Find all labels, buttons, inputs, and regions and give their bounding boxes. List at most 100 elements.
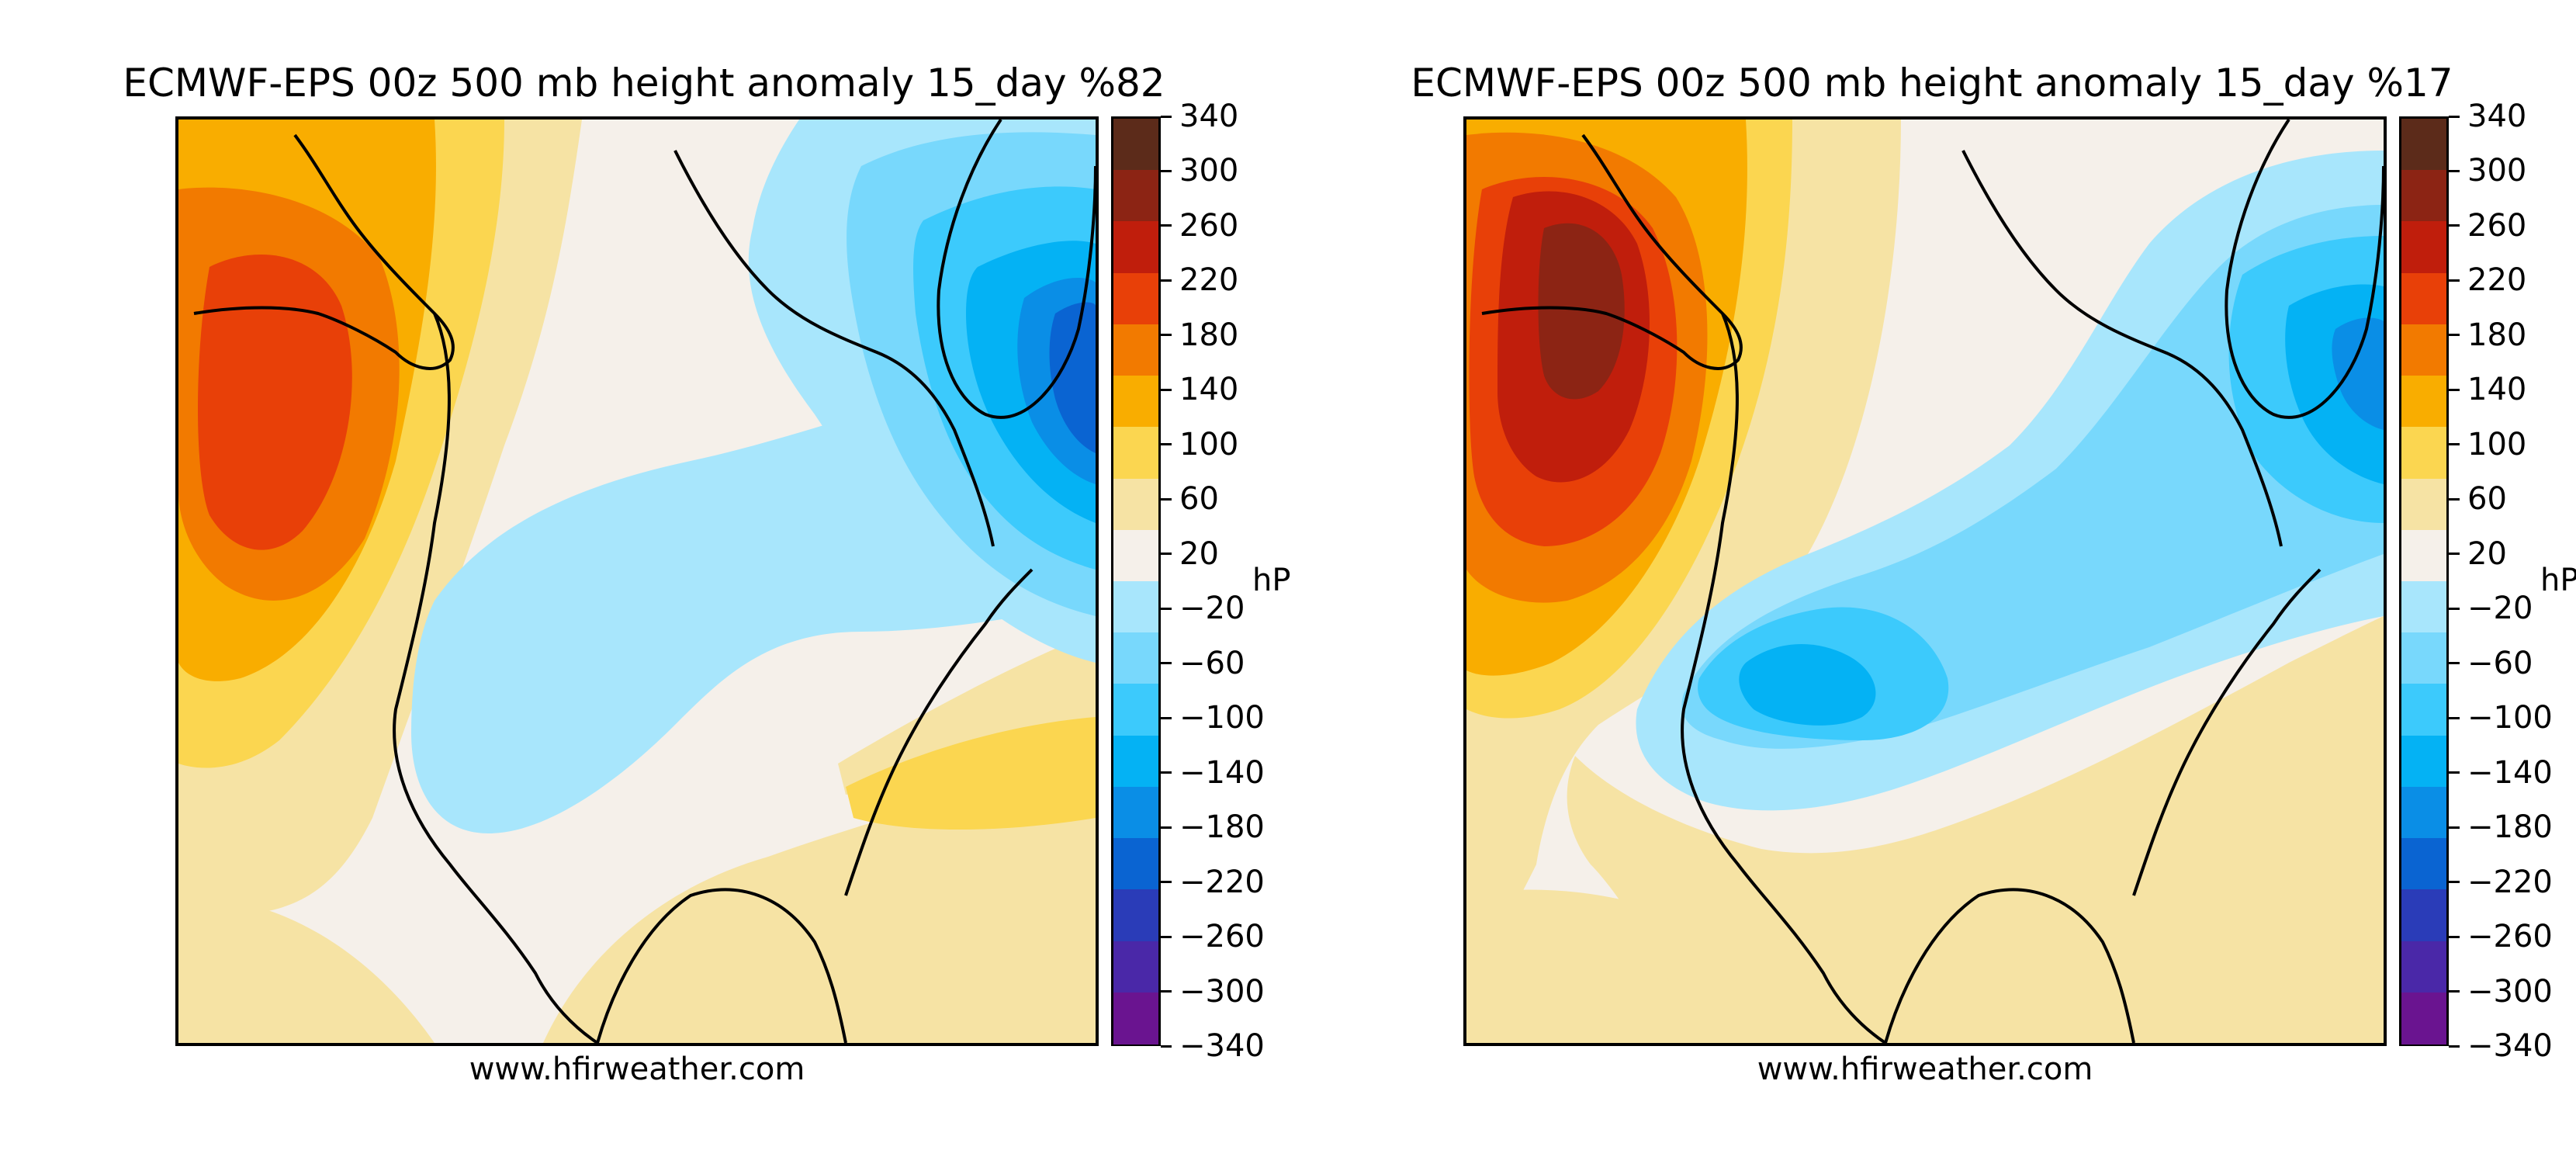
colorbar-tick-label: −220 bbox=[2467, 864, 2553, 900]
colorbar-segment bbox=[1113, 992, 1158, 1044]
colorbar-tick-label: −340 bbox=[2467, 1028, 2553, 1064]
anomaly-region-yellow-atlantic bbox=[846, 717, 1096, 830]
colorbar-segment bbox=[2401, 581, 2446, 634]
colorbar-tick bbox=[1161, 169, 1172, 172]
colorbar-tick bbox=[2449, 826, 2460, 829]
map-panel-right: ECMWF-EPS 00z 500 mb height anomaly 15_d… bbox=[1288, 0, 2576, 1164]
colorbar-segment bbox=[2401, 992, 2446, 1044]
colorbar-tick bbox=[2449, 443, 2460, 446]
colorbar-segment bbox=[1113, 427, 1158, 480]
colorbar-tick bbox=[1161, 881, 1172, 884]
colorbar-segment bbox=[1113, 272, 1158, 325]
credit-text: www.hfirweather.com bbox=[469, 1051, 805, 1087]
map-canvas bbox=[178, 120, 1096, 1043]
map-canvas bbox=[1466, 120, 2384, 1043]
colorbar-tick bbox=[2449, 115, 2460, 118]
coastlines bbox=[193, 120, 1096, 1043]
colorbar-segment bbox=[1113, 684, 1158, 736]
colorbar-segment bbox=[1113, 376, 1158, 428]
colorbar-segment bbox=[1113, 170, 1158, 223]
colorbar-tick bbox=[1161, 115, 1172, 118]
colorbar-tick-label: −60 bbox=[2467, 645, 2533, 681]
anomaly-region-dark-red-pacific bbox=[1538, 223, 1625, 400]
colorbar-segment bbox=[2401, 838, 2446, 891]
colorbar-tick-label: 100 bbox=[1179, 426, 1239, 462]
colorbar-segment bbox=[2401, 272, 2446, 325]
colorbar-unit: hP bbox=[2540, 563, 2576, 598]
colorbar-tick-label: −260 bbox=[1179, 919, 1265, 955]
colorbar-tick-label: 220 bbox=[2467, 262, 2527, 299]
colorbar-segment bbox=[2401, 941, 2446, 993]
colorbar-tick-label: −260 bbox=[2467, 919, 2553, 955]
colorbar-tick-label: −340 bbox=[1179, 1028, 1265, 1064]
colorbar-segment bbox=[1113, 838, 1158, 891]
colorbar-tick-label: 220 bbox=[1179, 262, 1239, 299]
colorbar-tick-label: 300 bbox=[1179, 153, 1239, 189]
colorbar-segment bbox=[2401, 529, 2446, 582]
colorbar-segment bbox=[1113, 889, 1158, 942]
colorbar-tick bbox=[1161, 279, 1172, 282]
colorbar-tick bbox=[2449, 662, 2460, 665]
colorbar-tick-label: −20 bbox=[1179, 591, 1245, 627]
colorbar-tick bbox=[1161, 662, 1172, 665]
colorbar-tick bbox=[2449, 935, 2460, 938]
colorbar-segment bbox=[1113, 221, 1158, 274]
colorbar-tick-label: 180 bbox=[2467, 317, 2527, 353]
anomaly-region-red-orange-pacific bbox=[198, 255, 352, 550]
colorbar bbox=[2399, 116, 2449, 1046]
colorbar-segment bbox=[2401, 786, 2446, 840]
colorbar-tick-label: 20 bbox=[2467, 535, 2507, 572]
colorbar-tick bbox=[1161, 826, 1172, 829]
colorbar-tick bbox=[2449, 169, 2460, 172]
colorbar-tick-label: −300 bbox=[1179, 973, 1265, 1010]
anomaly-map bbox=[1463, 116, 2387, 1046]
colorbar-tick bbox=[1161, 334, 1172, 337]
colorbar-segment bbox=[2401, 221, 2446, 274]
anomaly-region-blue3-west bbox=[1739, 644, 1876, 726]
colorbar-tick-label: −180 bbox=[2467, 809, 2553, 846]
colorbar-tick-label: 340 bbox=[2467, 99, 2527, 134]
colorbar-tick-label: −300 bbox=[2467, 973, 2553, 1010]
colorbar-tick bbox=[2449, 771, 2460, 774]
colorbar-segment bbox=[2401, 632, 2446, 685]
colorbar-tick-label: −100 bbox=[1179, 700, 1265, 736]
colorbar-segment bbox=[2401, 684, 2446, 736]
colorbar-tick bbox=[1161, 1044, 1172, 1048]
anomaly-region-light-tan-sw bbox=[178, 896, 435, 1043]
colorbar-tick-label: −140 bbox=[1179, 754, 1265, 791]
panel-title: ECMWF-EPS 00z 500 mb height anomaly 15_d… bbox=[123, 61, 1165, 106]
colorbar-segment bbox=[2401, 170, 2446, 223]
colorbar-tick bbox=[2449, 279, 2460, 282]
colorbar-segment bbox=[2401, 427, 2446, 480]
colorbar-segment bbox=[1113, 632, 1158, 685]
anomaly-region-light-tan-south bbox=[1567, 616, 2384, 1043]
colorbar-segment bbox=[1113, 478, 1158, 531]
colorbar-tick bbox=[1161, 388, 1172, 391]
credit-text: www.hfirweather.com bbox=[1757, 1051, 2093, 1087]
colorbar-segment bbox=[1113, 941, 1158, 993]
colorbar-tick-label: 60 bbox=[1179, 481, 1219, 518]
colorbar-tick-label: 300 bbox=[2467, 153, 2527, 189]
colorbar-segment bbox=[1113, 581, 1158, 634]
colorbar-segment bbox=[1113, 786, 1158, 840]
colorbar-tick bbox=[2449, 497, 2460, 501]
colorbar-segment bbox=[1113, 324, 1158, 377]
colorbar-tick bbox=[1161, 771, 1172, 774]
colorbar-tick-label: −180 bbox=[1179, 809, 1265, 846]
coastlines bbox=[1481, 120, 2384, 1043]
colorbar-tick bbox=[2449, 334, 2460, 337]
colorbar-tick bbox=[1161, 553, 1172, 556]
colorbar-segment bbox=[1113, 119, 1158, 171]
map-panel-left: ECMWF-EPS 00z 500 mb height anomaly 15_d… bbox=[123, 61, 1290, 1087]
colorbar-tick bbox=[1161, 443, 1172, 446]
colorbar-tick bbox=[2449, 716, 2460, 719]
colorbar-tick bbox=[2449, 553, 2460, 556]
anomaly-region-blue5-greenland bbox=[1049, 302, 1096, 453]
colorbar-tick-label: −220 bbox=[1179, 864, 1265, 900]
colorbar-tick bbox=[1161, 990, 1172, 993]
colorbar-tick bbox=[2449, 990, 2460, 993]
anomaly-map bbox=[175, 116, 1099, 1046]
panel-title: ECMWF-EPS 00z 500 mb height anomaly 15_d… bbox=[1411, 61, 2453, 106]
colorbar-tick-label: 260 bbox=[1179, 207, 1239, 244]
colorbar-segment bbox=[1113, 735, 1158, 788]
